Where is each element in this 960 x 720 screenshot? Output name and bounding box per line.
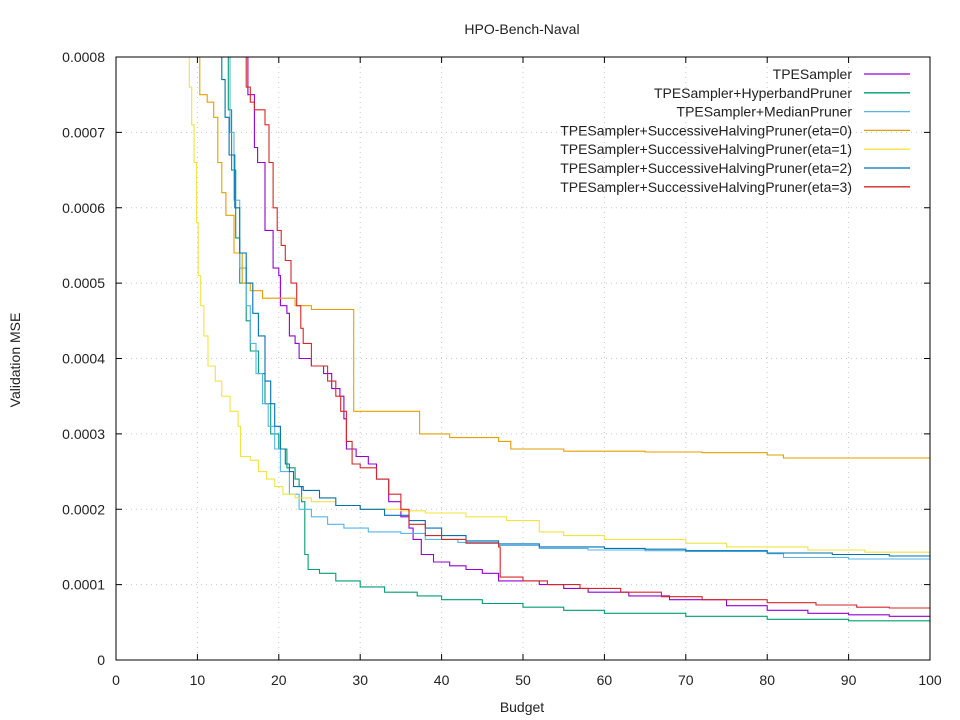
y-tick-label: 0.0004 — [62, 351, 105, 367]
x-tick-label: 60 — [597, 672, 613, 688]
x-tick-label: 100 — [918, 672, 942, 688]
x-tick-label: 50 — [515, 672, 531, 688]
x-axis-label: Budget — [500, 699, 544, 715]
series-line-7 — [242, 56, 931, 609]
x-tick-labels: 0 10 20 30 40 50 60 70 80 90 100 — [112, 672, 942, 688]
y-tick-label: 0.0005 — [62, 275, 105, 291]
series-line-3 — [225, 56, 931, 561]
x-tick-label: 80 — [759, 672, 775, 688]
legend-label: TPESampler+SuccessiveHalvingPruner(eta=2… — [560, 160, 852, 176]
x-tick-label: 0 — [112, 672, 120, 688]
y-tick-label: 0.0002 — [62, 501, 105, 517]
y-tick-label: 0.0007 — [62, 124, 105, 140]
legend: TPESampler TPESampler+HyperbandPruner TPES… — [560, 66, 910, 195]
series-line-6 — [217, 56, 931, 558]
legend-label: TPESampler+SuccessiveHalvingPruner(eta=0… — [560, 122, 852, 138]
legend-label: TPESampler+HyperbandPruner — [654, 85, 852, 101]
x-tick-label: 40 — [434, 672, 450, 688]
y-axis-label: Validation MSE — [7, 313, 23, 408]
y-tick-label: 0 — [97, 652, 105, 668]
legend-label: TPESampler+MedianPruner — [677, 104, 853, 120]
grid — [116, 57, 930, 660]
y-tick-label: 0.0001 — [62, 577, 105, 593]
series-lines — [185, 56, 931, 623]
legend-label: TPESampler+SuccessiveHalvingPruner(eta=3… — [560, 179, 852, 195]
x-tick-label: 90 — [841, 672, 857, 688]
series-line-4 — [197, 56, 931, 459]
axis-ticks — [115, 56, 931, 661]
series-line-5 — [185, 56, 931, 553]
x-tick-label: 10 — [190, 672, 206, 688]
x-tick-label: 70 — [678, 672, 694, 688]
y-tick-label: 0.0003 — [62, 426, 105, 442]
x-tick-label: 20 — [271, 672, 287, 688]
y-tick-label: 0.0008 — [62, 49, 105, 65]
legend-label: TPESampler+SuccessiveHalvingPruner(eta=1… — [560, 141, 852, 157]
series-line-2 — [225, 56, 931, 623]
legend-label: TPESampler — [773, 66, 853, 82]
y-tick-label: 0.0006 — [62, 200, 105, 216]
y-tick-labels: 0 0.0001 0.0002 0.0003 0.0004 0.0005 0.0006 0.0… — [62, 49, 105, 668]
x-tick-label: 30 — [352, 672, 368, 688]
chart-title: HPO-Bench-Naval — [464, 21, 579, 37]
